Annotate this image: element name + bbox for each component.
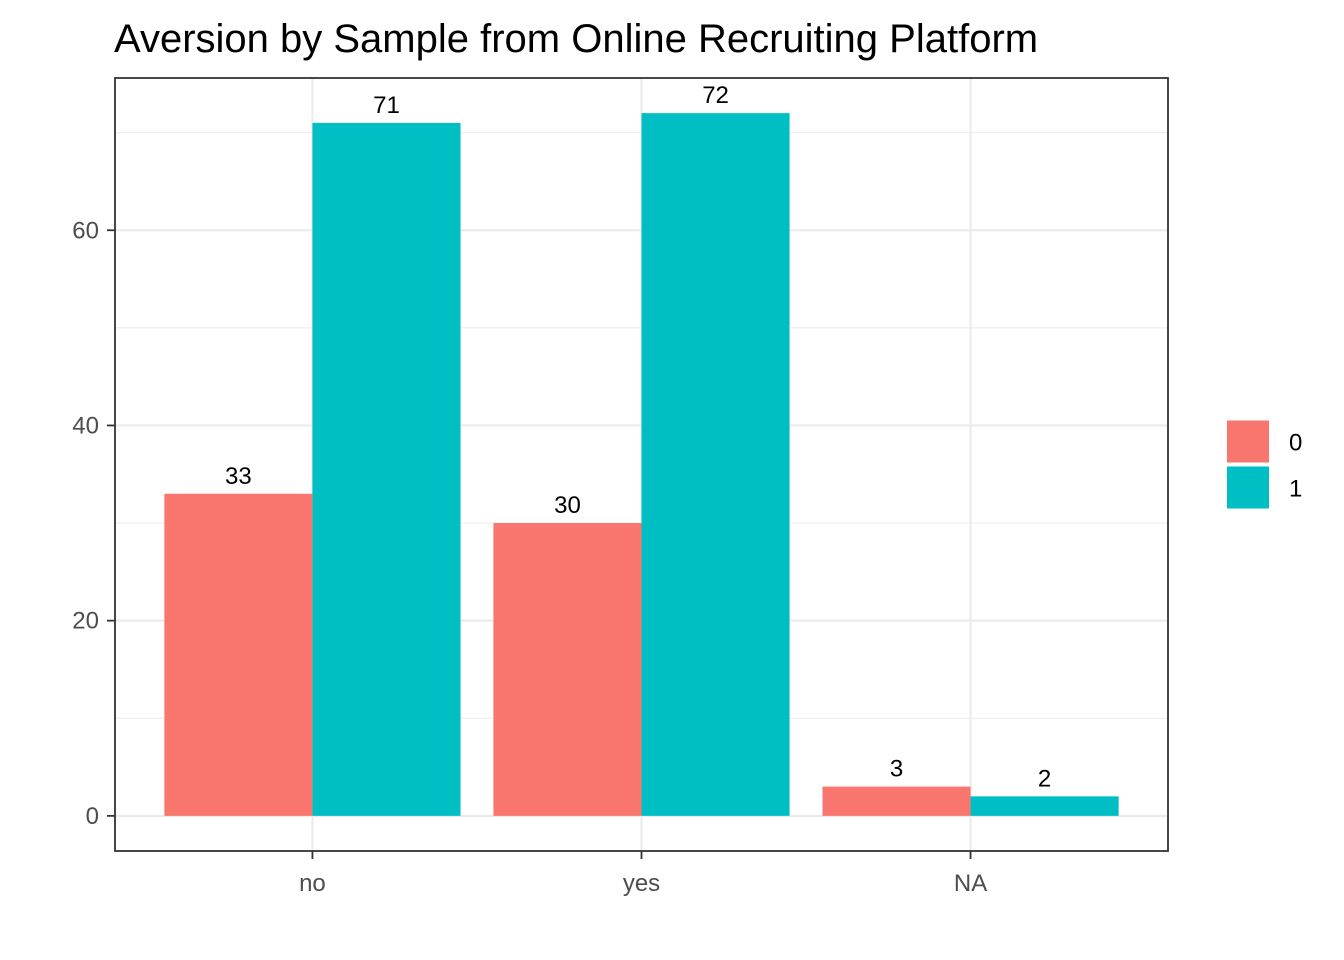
bar-value-label: 30	[554, 492, 581, 519]
bar-yes-0	[493, 523, 642, 816]
legend: 01	[1227, 420, 1302, 509]
bars	[164, 113, 1119, 816]
y-tick-label: 0	[86, 803, 99, 830]
bar-value-label: 33	[225, 463, 252, 490]
legend-key-1	[1227, 466, 1269, 509]
x-tick-label: yes	[623, 870, 660, 897]
axes: 0 20 40 60 no yes NA	[72, 217, 987, 897]
bar-no-0	[164, 493, 313, 816]
legend-label: 1	[1289, 476, 1302, 503]
bar-value-label: 71	[373, 92, 400, 119]
y-tick-label: 60	[72, 217, 99, 244]
chart-title: Aversion by Sample from Online Recruitin…	[114, 17, 1038, 61]
legend-label: 0	[1289, 430, 1302, 457]
legend-key-0	[1227, 420, 1269, 463]
bar-no-1	[312, 122, 461, 816]
y-tick-label: 40	[72, 412, 99, 439]
bar-NA-0	[822, 786, 971, 816]
bar-NA-1	[970, 796, 1119, 816]
x-tick-label: no	[299, 870, 326, 897]
bar-value-label: 2	[1038, 765, 1051, 792]
bar-yes-1	[641, 113, 790, 816]
data-labels: 33 30 3 71 72 2	[225, 82, 1051, 792]
x-tick-label: NA	[954, 870, 987, 897]
bar-value-label: 3	[890, 756, 903, 783]
bar-value-label: 72	[702, 82, 729, 109]
y-tick-label: 20	[72, 608, 99, 635]
